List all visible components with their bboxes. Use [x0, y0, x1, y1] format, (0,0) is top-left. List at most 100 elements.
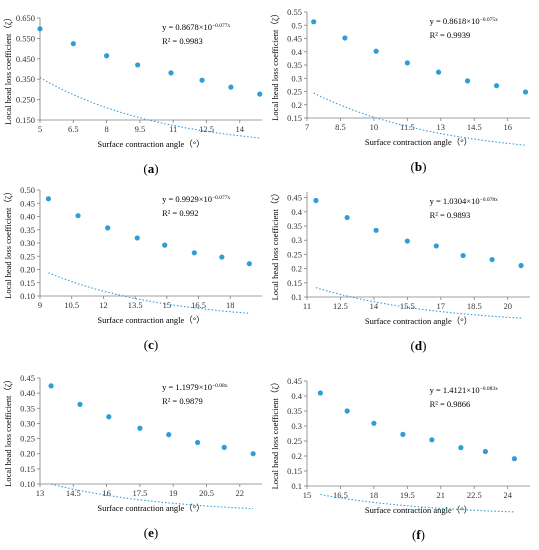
x-tick-label: 17.5 — [132, 488, 147, 498]
y-tick-label: 0.25 — [287, 249, 302, 259]
data-point — [48, 383, 54, 389]
panel-caption: (e) — [144, 525, 158, 540]
x-tick-label: 16 — [503, 122, 512, 132]
x-tick-label: 9.5 — [135, 124, 146, 134]
x-tick-label: 8.5 — [335, 122, 346, 132]
panel-caption: (d) — [411, 338, 427, 353]
x-tick-label: 21 — [437, 490, 446, 500]
y-tick-label: 0.15 — [287, 113, 302, 123]
x-tick-label: 20.5 — [199, 488, 214, 498]
fit-equation: y = 1.4121×10−0.083x — [430, 385, 498, 395]
x-tick-label: 13 — [437, 122, 446, 132]
data-point — [168, 70, 174, 76]
data-point — [313, 197, 319, 204]
y-tick-label: 0.45 — [20, 198, 35, 208]
x-tick-label: 11 — [169, 124, 177, 134]
y-tick-label: 0.35 — [20, 225, 35, 235]
y-tick-label: 0.250 — [16, 95, 35, 105]
chart-panel-b: 0.15 0.2 0.25 0.3 0.35 0.4 0.45 0.5 0.55 7 8.5 10 11… — [270, 7, 530, 174]
data-point — [522, 89, 529, 95]
y-tick-label: 0.45 — [287, 193, 302, 203]
x-tick-label: 14.5 — [467, 122, 482, 132]
trendline — [50, 483, 254, 510]
data-point — [221, 444, 227, 450]
x-tick-label: 17 — [437, 301, 446, 311]
x-tick-label: 10.5 — [64, 300, 79, 310]
data-point — [45, 196, 52, 202]
data-point — [373, 227, 379, 233]
r-squared: R² = 0.9939 — [430, 30, 471, 40]
r-squared: R² = 0.992 — [162, 208, 198, 218]
data-point — [344, 408, 350, 414]
trendline — [39, 77, 260, 139]
x-tick-label: 11.5 — [400, 122, 415, 132]
y-tick-label: 0.2 — [291, 100, 302, 110]
x-tick-label: 14 — [236, 124, 245, 134]
y-tick-label: 0.15 — [287, 466, 302, 476]
y-tick-label: 0.10 — [20, 479, 35, 489]
trendline — [315, 287, 522, 319]
x-tick-label: 13.5 — [128, 300, 143, 310]
r-squared: R² = 0.9893 — [430, 210, 471, 220]
x-tick-label: 11 — [303, 301, 311, 311]
y-axis-label: Local head loss coefficient（ζ） — [3, 187, 13, 299]
x-tick-label: 20 — [503, 301, 512, 311]
y-tick-label: 0.55 — [287, 7, 302, 17]
y-tick-label: 0.15 — [20, 278, 35, 288]
data-point — [135, 62, 141, 68]
x-tick-label: 19 — [169, 488, 178, 498]
y-axis-label: Local head loss coefficient（ζ） — [270, 9, 280, 121]
trendline — [320, 493, 515, 513]
data-point — [77, 401, 83, 407]
x-tick-label: 15.5 — [400, 301, 415, 311]
chart-panel-c: 0.10 0.15 0.20 0.25 0.30 0.35 0.40 0.45 0.50 9 10.… — [3, 185, 262, 352]
data-point — [489, 256, 495, 263]
x-tick-label: 18 — [370, 490, 379, 500]
x-tick-label: 9 — [38, 300, 42, 310]
y-tick-label: 0.40 — [20, 212, 35, 222]
trendline — [313, 92, 526, 146]
data-point — [464, 78, 471, 84]
y-axis-label: Local head loss coefficient（ζ） — [270, 189, 280, 301]
chart-panel-f: 0.1 0.15 0.2 0.25 0.3 0.35 0.4 0.45 15 16.5 18 19.5… — [270, 376, 530, 542]
y-tick-label: 0.30 — [20, 418, 35, 428]
trendline — [48, 272, 250, 314]
y-tick-label: 0.25 — [20, 434, 35, 444]
data-point — [137, 425, 143, 431]
data-point — [404, 60, 410, 66]
y-tick-label: 0.20 — [20, 265, 35, 275]
y-tick-label: 0.550 — [16, 33, 35, 43]
data-point — [195, 439, 201, 446]
chart-panel-e: 0.10 0.15 0.20 0.25 0.30 0.35 0.40 0.45 13 14.5 16… — [3, 373, 262, 540]
data-point — [228, 84, 234, 90]
y-tick-label: 0.20 — [20, 449, 35, 459]
x-tick-label: 24 — [503, 490, 512, 500]
y-tick-label: 0.4 — [291, 391, 302, 401]
data-point — [257, 91, 263, 97]
data-point — [134, 235, 140, 241]
data-point — [344, 214, 350, 221]
y-axis-label: Local head loss coefficient（ζ） — [270, 378, 280, 490]
y-tick-label: 0.450 — [16, 54, 35, 64]
x-tick-label: 16 — [102, 488, 111, 498]
data-point — [371, 420, 377, 426]
x-tick-label: 19.5 — [400, 490, 415, 500]
y-tick-label: 0.35 — [287, 60, 302, 70]
data-point — [37, 26, 43, 32]
y-tick-label: 0.25 — [20, 251, 35, 261]
r-squared: R² = 0.9879 — [162, 396, 203, 406]
panel-caption: (a) — [143, 161, 158, 176]
fit-equation: y = 0.9929×10−0.077x — [162, 194, 230, 204]
data-point — [342, 35, 348, 41]
data-point — [518, 262, 524, 269]
x-tick-label: 8 — [104, 124, 108, 134]
x-tick-label: 12.5 — [199, 124, 214, 134]
data-point — [433, 243, 439, 249]
data-point — [75, 213, 81, 219]
data-point — [511, 456, 517, 462]
data-point — [246, 261, 252, 267]
data-point — [400, 431, 406, 437]
x-tick-label: 15 — [163, 300, 172, 310]
x-axis-label: Surface contraction angle（°） — [365, 316, 472, 326]
r-squared: R² = 0.9983 — [162, 36, 203, 46]
